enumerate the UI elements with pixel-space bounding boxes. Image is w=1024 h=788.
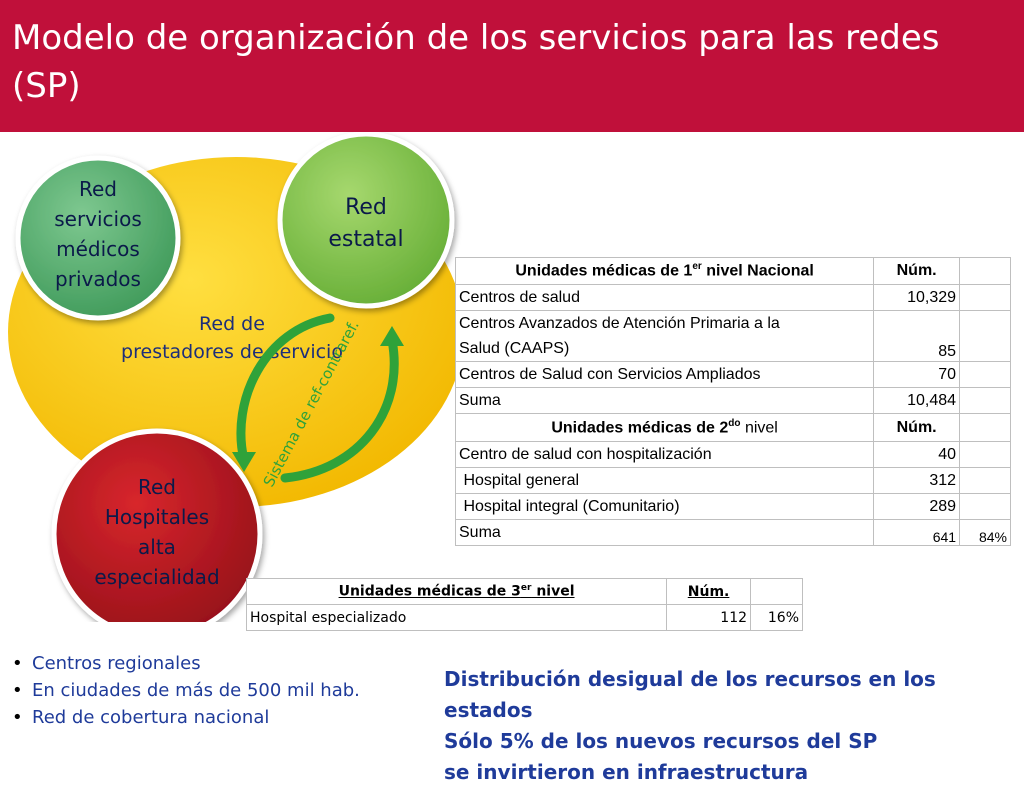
table-row: Hospital especializado 112 16%	[245, 604, 803, 631]
first-level-header-row: Unidades médicas de 1er nivel Nacional N…	[454, 257, 1011, 285]
title-line-1: Modelo de organización de los servicios …	[12, 18, 940, 58]
bullet-item: En ciudades de más de 500 mil hab.	[12, 677, 360, 704]
note-line-2: Sólo 5% de los nuevos recursos del SP	[444, 729, 878, 753]
table-row: Centro de salud con hospitalización 40	[454, 441, 1011, 468]
title-banner: Modelo de organización de los servicios …	[0, 0, 1024, 132]
hospitals-network-label-3: alta	[138, 535, 176, 559]
bullet-list: Centros regionales En ciudades de más de…	[12, 650, 360, 731]
row-label: Hospital general	[454, 467, 875, 494]
table-row: Centros de Salud con Servicios Ampliados…	[454, 361, 1011, 388]
private-network-circle	[15, 155, 181, 321]
first-level-header: Unidades médicas de 1er nivel Nacional	[454, 257, 875, 285]
network-diagram: Red de prestadores de servicio Red servi…	[8, 132, 464, 622]
row-value: 641	[873, 519, 961, 546]
hospitals-network-label-4: especialidad	[94, 565, 219, 589]
row-value: 40	[873, 441, 961, 468]
state-network-circle	[277, 132, 455, 309]
row-value: 70	[873, 361, 961, 388]
table-row: Centros Avanzados de Atención Primaria a…	[454, 310, 1011, 362]
private-network-label-1: Red	[79, 177, 117, 201]
row-value: 10,484	[873, 387, 961, 414]
row-value: 10,329	[873, 284, 961, 311]
first-level-num-header: Núm.	[873, 257, 961, 285]
row-label: Centros de salud	[454, 284, 875, 311]
resource-distribution-note: Distribución desigual de los recursos en…	[444, 664, 1024, 788]
second-level-num-header: Núm.	[873, 413, 961, 442]
table-row: Suma 10,484	[454, 387, 1011, 414]
provider-network-label-1: Red de	[199, 313, 265, 335]
first-second-level-table: Unidades médicas de 1er nivel Nacional N…	[454, 257, 1011, 546]
table-row: Hospital general 312	[454, 467, 1011, 494]
third-level-num-header: Núm.	[666, 578, 752, 605]
table-row: Hospital integral (Comunitario) 289	[454, 493, 1011, 520]
hospitals-network-label-1: Red	[138, 475, 176, 499]
third-level-table: Unidades médicas de 3er nivel Núm. Hospi…	[245, 578, 803, 631]
third-level-header: Unidades médicas de 3er nivel	[245, 578, 668, 605]
second-level-header-row: Unidades médicas de 2do nivel Núm.	[454, 413, 1011, 442]
title-line-2: (SP)	[12, 66, 81, 106]
private-network-label-4: privados	[55, 267, 141, 291]
row-label: Hospital especializado	[245, 604, 668, 631]
row-percent: 16%	[750, 604, 803, 631]
bullet-item: Centros regionales	[12, 650, 360, 677]
referral-arrow-down	[236, 313, 335, 465]
row-percent: 84%	[959, 519, 1011, 546]
row-label: Suma	[454, 387, 875, 414]
row-value: 312	[873, 467, 961, 494]
row-label-caaps: Centros Avanzados de Atención Primaria a…	[454, 310, 875, 362]
provider-network-label-2: prestadores de servicio	[121, 341, 343, 363]
note-line-3: se invirtieron en infraestructura	[444, 760, 809, 784]
row-label: Centros de Salud con Servicios Ampliados	[454, 361, 875, 388]
referral-arrowhead-down	[232, 452, 256, 472]
second-level-total-row: Suma 641 84%	[454, 519, 1011, 546]
note-line-1: Distribución desigual de los recursos en…	[444, 667, 936, 722]
table-row: Centros de salud 10,329	[454, 284, 1011, 311]
state-network-label-2: estatal	[328, 227, 403, 252]
hospitals-network-label-2: Hospitales	[105, 505, 209, 529]
row-label: Hospital integral (Comunitario)	[454, 493, 875, 520]
row-label: Centro de salud con hospitalización	[454, 441, 875, 468]
private-network-label-2: servicios	[54, 207, 142, 231]
row-value: 85	[873, 310, 961, 362]
page-title: Modelo de organización de los servicios …	[12, 14, 1012, 110]
row-label: Suma	[454, 519, 875, 546]
row-value: 289	[873, 493, 961, 520]
second-level-header: Unidades médicas de 2do nivel	[454, 413, 875, 442]
row-value: 112	[666, 604, 752, 631]
hospitals-network-circle	[51, 428, 263, 622]
bullet-item: Red de cobertura nacional	[12, 704, 360, 731]
counter-referral-arrow-up	[280, 335, 399, 483]
private-network-label-3: médicos	[56, 237, 140, 261]
counter-referral-arrowhead-up	[380, 326, 404, 346]
state-network-label-1: Red	[345, 195, 387, 220]
third-level-header-row: Unidades médicas de 3er nivel Núm.	[245, 578, 803, 605]
